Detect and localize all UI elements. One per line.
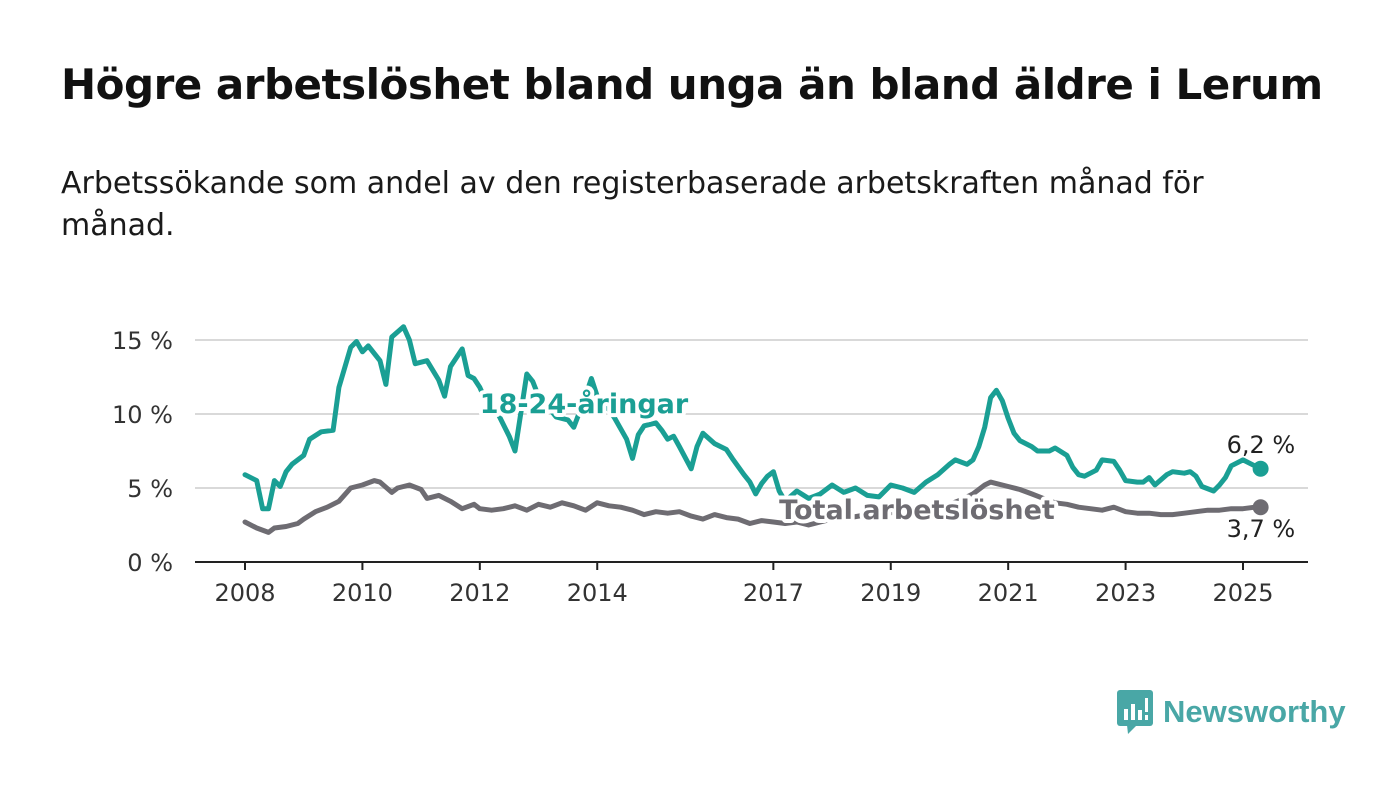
x-tick-label: 2019 xyxy=(860,579,921,607)
x-tick-label: 2021 xyxy=(978,579,1039,607)
x-tick-label: 2008 xyxy=(214,579,275,607)
chart-title: Högre arbetslöshet bland unga än bland ä… xyxy=(61,60,1323,109)
brand-name: Newsworthy xyxy=(1163,694,1346,729)
x-tick-label: 2023 xyxy=(1095,579,1156,607)
chart-subtitle: Arbetssökande som andel av den registerb… xyxy=(61,166,1204,243)
series-line-0 xyxy=(242,324,1264,512)
y-tick-label: 10 % xyxy=(112,401,173,429)
series-name-label: 18-24-åringar xyxy=(480,388,689,420)
series-name-label: Total arbetslöshet xyxy=(779,495,1055,526)
y-tick-label: 15 % xyxy=(112,327,173,355)
x-tick-label: 2017 xyxy=(743,579,804,607)
newsworthy-logo-icon xyxy=(1117,690,1153,734)
series-end-point xyxy=(1252,460,1269,477)
x-tick-label: 2025 xyxy=(1212,579,1273,607)
series-end-label: 6,2 % xyxy=(1227,431,1296,459)
series-line-1 xyxy=(242,478,1264,535)
x-tick-label: 2010 xyxy=(332,579,393,607)
x-tick-label: 2012 xyxy=(449,579,510,607)
series-end-label: 3,7 % xyxy=(1227,515,1296,543)
y-tick-label: 0 % xyxy=(127,549,173,577)
brand-logo: Newsworthy xyxy=(1117,690,1346,734)
x-tick-label: 2014 xyxy=(567,579,628,607)
y-tick-label: 5 % xyxy=(127,475,173,503)
series-end-point xyxy=(1252,499,1269,516)
